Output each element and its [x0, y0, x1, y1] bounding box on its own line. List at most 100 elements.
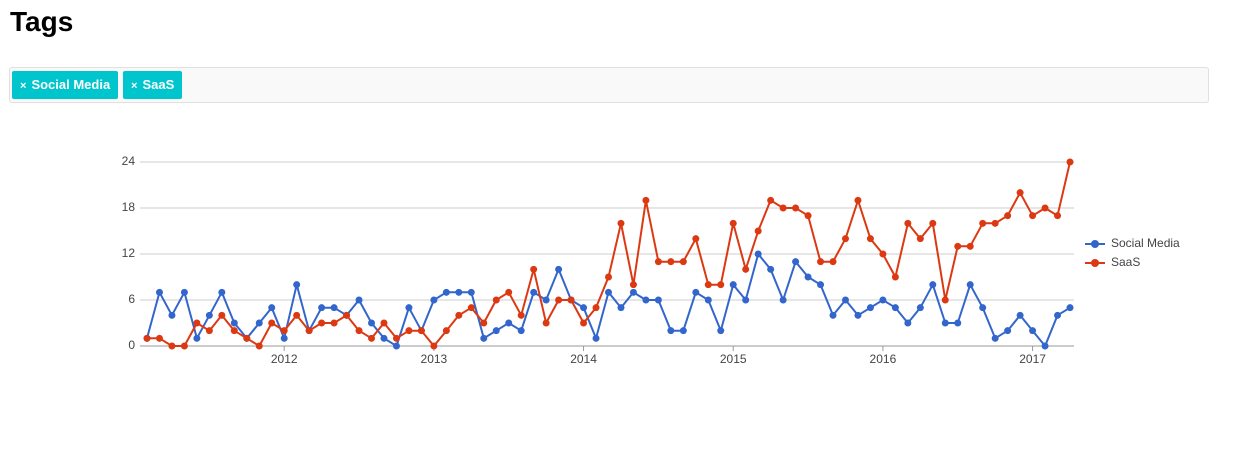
y-tick-label: 6: [128, 292, 135, 306]
data-point: [966, 242, 974, 250]
data-point: [318, 319, 326, 327]
data-point: [804, 273, 812, 281]
data-point: [1029, 212, 1037, 220]
tag-label: Social Media: [31, 77, 111, 92]
data-point: [704, 281, 712, 289]
data-point: [492, 296, 500, 304]
data-point: [180, 342, 188, 350]
data-point: [417, 327, 425, 335]
data-point: [792, 204, 800, 212]
data-point: [355, 296, 363, 304]
data-point: [1054, 311, 1062, 319]
data-point: [143, 334, 151, 342]
data-point: [430, 296, 438, 304]
data-point: [442, 288, 450, 296]
data-point: [916, 235, 924, 243]
remove-icon[interactable]: ×: [20, 80, 27, 92]
data-point: [492, 327, 500, 335]
data-point: [380, 319, 388, 327]
data-point: [991, 219, 999, 227]
data-point: [866, 304, 874, 312]
data-point: [817, 281, 825, 289]
data-point: [829, 258, 837, 266]
data-point: [255, 319, 263, 327]
data-point: [941, 296, 949, 304]
data-point: [230, 319, 238, 327]
data-point: [642, 296, 650, 304]
x-tick-label: 2015: [720, 352, 747, 366]
data-point: [742, 265, 750, 273]
data-point: [717, 281, 725, 289]
data-point: [1066, 304, 1074, 312]
data-point: [555, 265, 563, 273]
data-point: [355, 327, 363, 335]
data-point: [155, 334, 163, 342]
data-point: [592, 304, 600, 312]
data-point: [255, 342, 263, 350]
data-point: [1029, 327, 1037, 335]
data-point: [679, 258, 687, 266]
data-point: [767, 196, 775, 204]
data-point: [854, 311, 862, 319]
data-point: [654, 296, 662, 304]
data-point: [891, 304, 899, 312]
data-point: [991, 334, 999, 342]
data-point: [629, 288, 637, 296]
data-point: [642, 196, 650, 204]
data-point: [218, 288, 226, 296]
data-point: [817, 258, 825, 266]
data-point: [966, 281, 974, 289]
y-tick-label: 24: [122, 154, 136, 168]
data-point: [617, 304, 625, 312]
data-point: [717, 327, 725, 335]
data-point: [505, 319, 513, 327]
data-point: [517, 327, 525, 335]
data-point: [916, 304, 924, 312]
data-point: [954, 319, 962, 327]
data-point: [280, 327, 288, 335]
data-point: [779, 204, 787, 212]
data-point: [742, 296, 750, 304]
data-point: [1016, 189, 1024, 197]
data-point: [1054, 212, 1062, 220]
data-point: [505, 288, 513, 296]
data-point: [804, 212, 812, 220]
page-title: Tags: [10, 6, 74, 37]
data-point: [841, 235, 849, 243]
data-point: [929, 281, 937, 289]
data-point: [667, 258, 675, 266]
data-point: [979, 219, 987, 227]
data-point: [1041, 342, 1049, 350]
data-point: [692, 235, 700, 243]
data-point: [368, 319, 376, 327]
data-point: [330, 319, 338, 327]
remove-icon[interactable]: ×: [131, 80, 138, 92]
data-point: [243, 334, 251, 342]
x-tick-label: 2017: [1019, 352, 1046, 366]
data-point: [854, 196, 862, 204]
data-point: [891, 273, 899, 281]
data-point: [792, 258, 800, 266]
tag-chip[interactable]: × SaaS: [123, 71, 183, 99]
data-point: [530, 265, 538, 273]
data-point: [879, 296, 887, 304]
data-point: [168, 342, 176, 350]
data-point: [380, 334, 388, 342]
data-point: [979, 304, 987, 312]
data-point: [430, 342, 438, 350]
data-point: [779, 296, 787, 304]
data-point: [467, 288, 475, 296]
x-tick-label: 2016: [870, 352, 897, 366]
data-point: [392, 334, 400, 342]
data-point: [904, 319, 912, 327]
data-point: [829, 311, 837, 319]
data-point: [605, 288, 612, 296]
data-point: [280, 334, 288, 342]
data-point: [343, 311, 351, 319]
data-point: [1041, 204, 1049, 212]
x-tick-label: 2014: [570, 352, 597, 366]
data-point: [330, 304, 338, 312]
tag-chip[interactable]: × Social Media: [12, 71, 119, 99]
data-point: [405, 304, 413, 312]
data-point: [455, 288, 463, 296]
